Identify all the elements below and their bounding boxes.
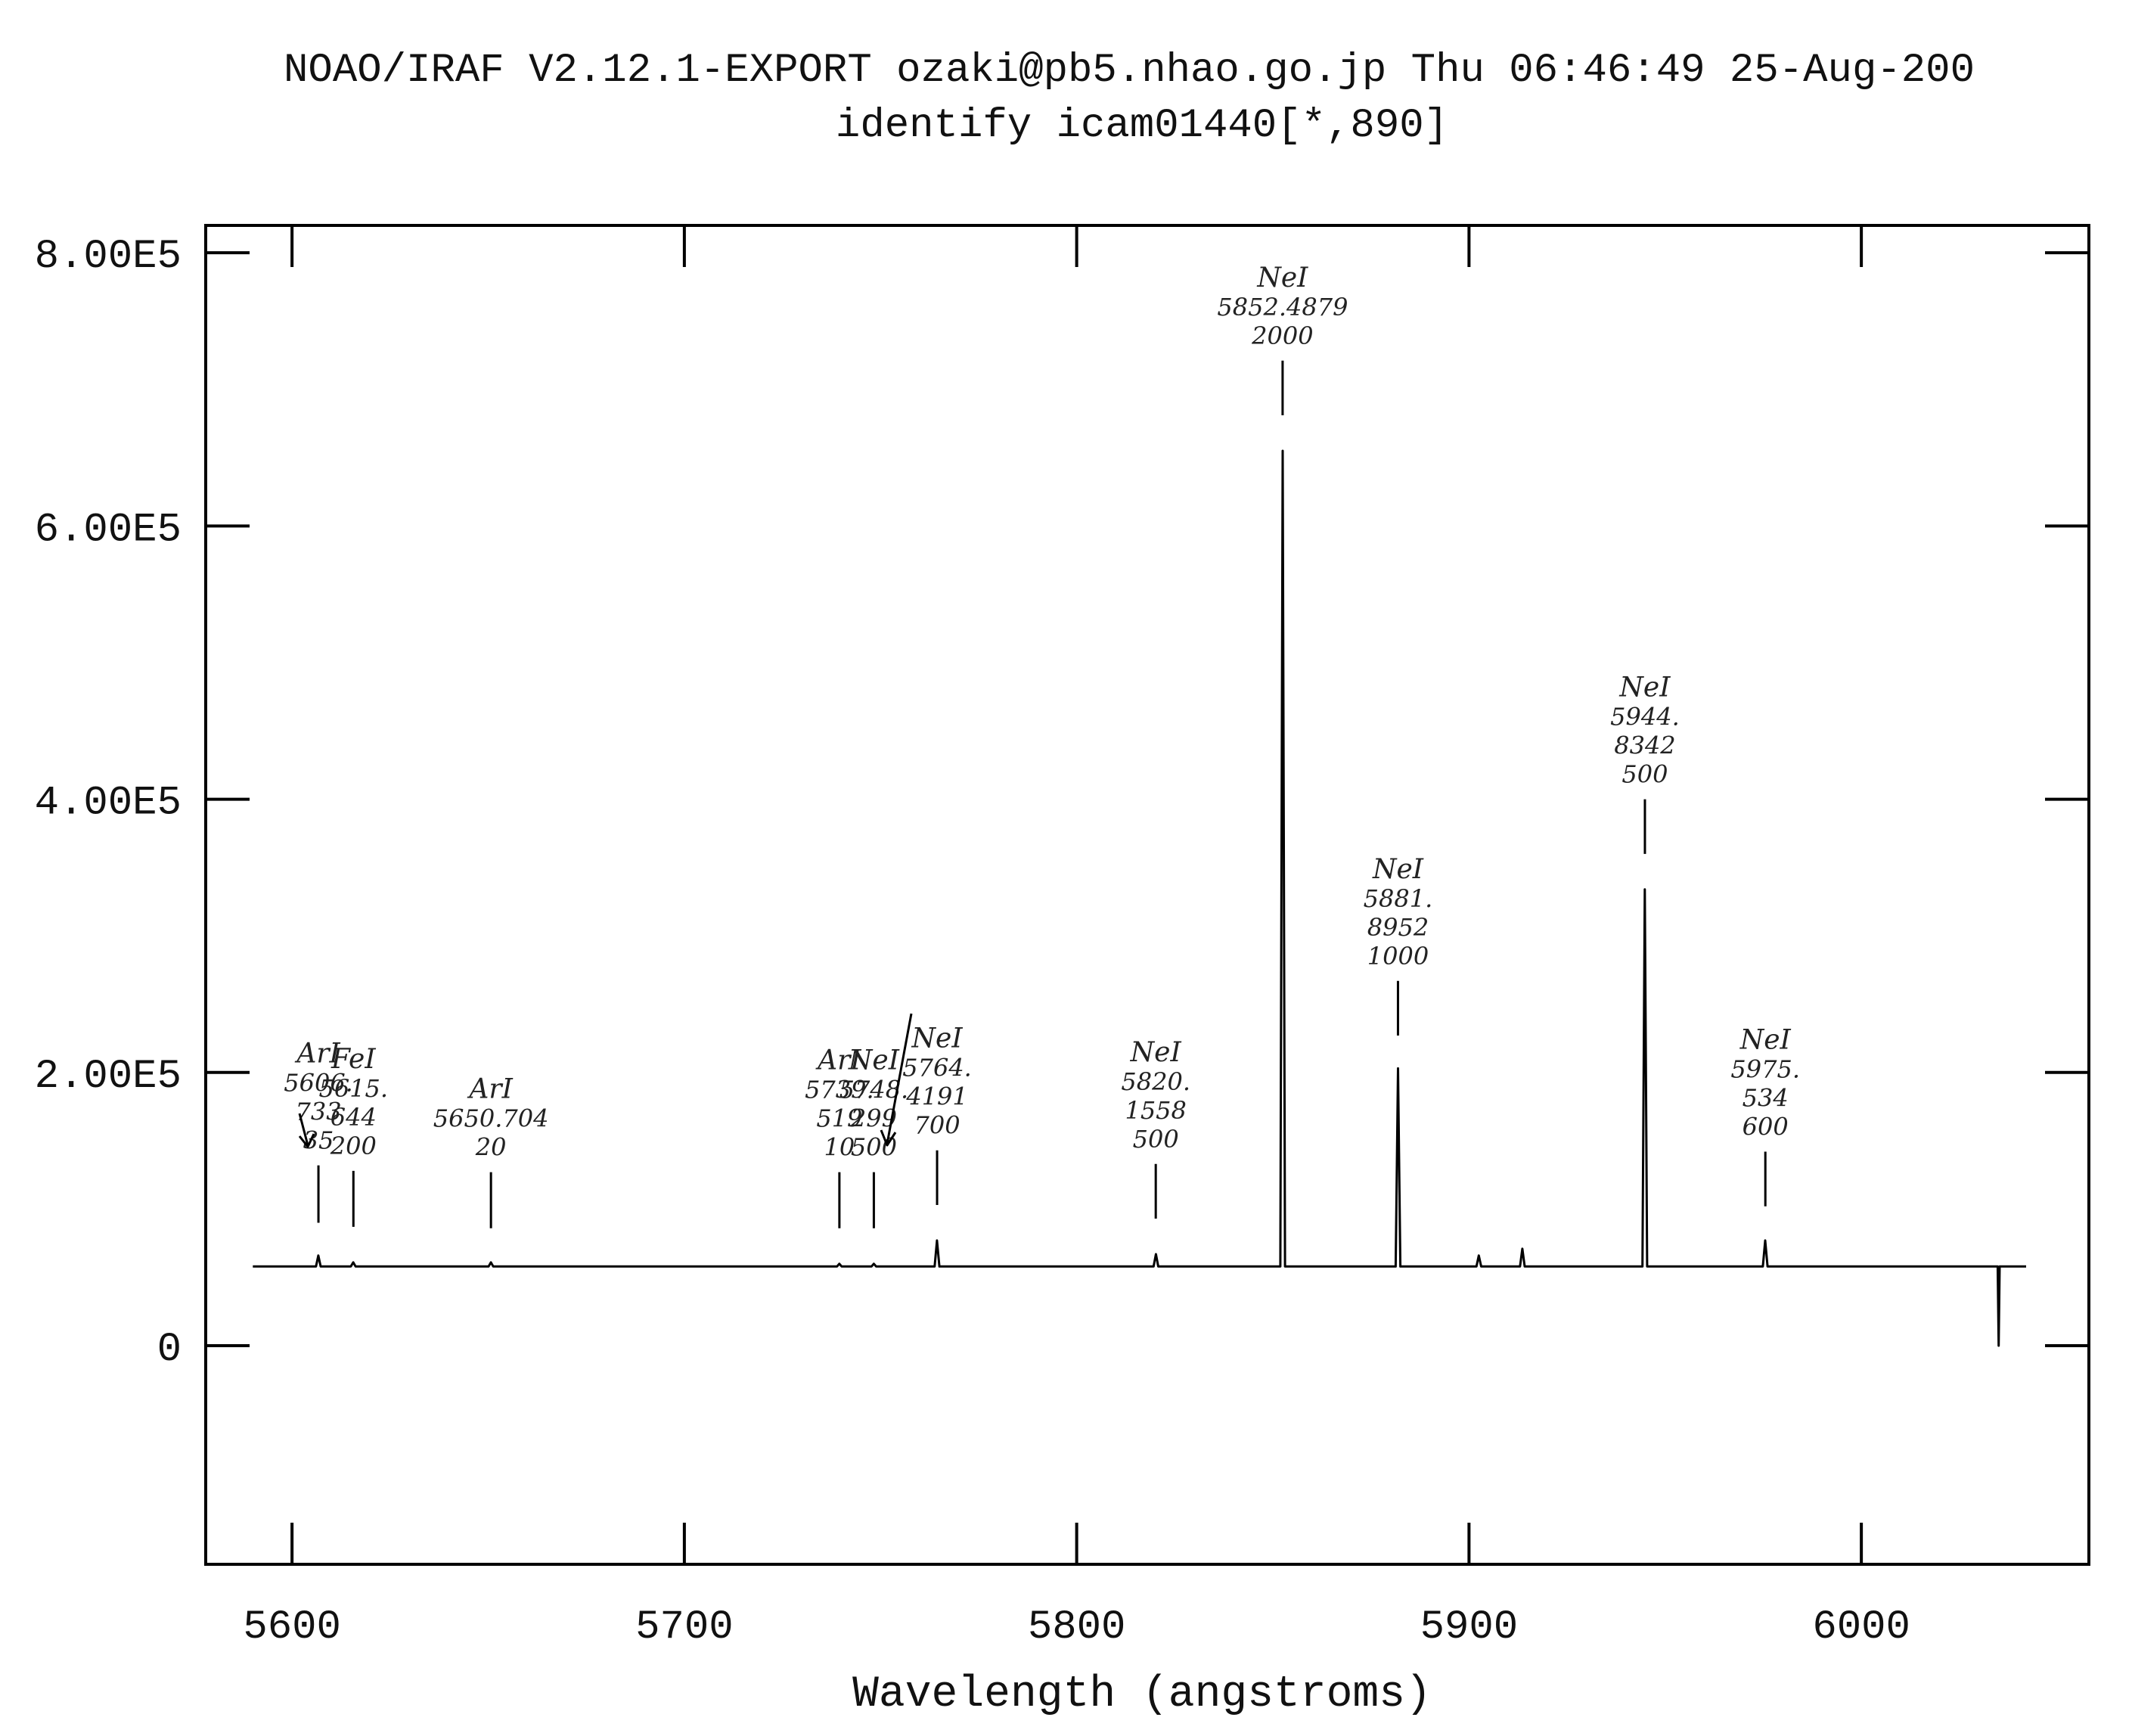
- line-id-note: 534: [1743, 1084, 1789, 1113]
- line-id-note: 1558: [1125, 1096, 1186, 1125]
- line-id-note: 4191: [905, 1082, 967, 1111]
- x-tick-label: 5600: [243, 1604, 341, 1651]
- x-tick-label: 5700: [635, 1604, 734, 1651]
- chart-title: NOAO/IRAF V2.12.1-EXPORT ozaki@pb5.nhao.…: [284, 48, 1975, 94]
- line-id-note: 8342: [1614, 731, 1675, 760]
- arrow-nei-5748: [886, 1013, 913, 1144]
- line-id-markers: [317, 360, 1767, 1228]
- line-id-note: 519: [816, 1104, 862, 1133]
- line-id-note: 5739.: [805, 1076, 874, 1104]
- line-id-note: ArI: [815, 1045, 861, 1076]
- y-tick-label: 4.00E5: [35, 781, 182, 827]
- line-id-note: 1000: [1367, 942, 1429, 970]
- line-id-note: 644: [331, 1103, 377, 1132]
- line-id-note: 5820.: [1121, 1067, 1190, 1096]
- line-id-note: NeI: [1256, 262, 1308, 293]
- plot-frame: [204, 224, 2090, 1566]
- line-id-note: 5975.: [1730, 1055, 1800, 1084]
- line-id-note: NeI: [1739, 1025, 1792, 1056]
- line-id-note: 35: [303, 1126, 334, 1155]
- line-id-note: NeI: [848, 1045, 900, 1076]
- line-id-note: NeI: [1372, 854, 1424, 885]
- line-id-note: ArI: [294, 1039, 340, 1070]
- line-id-note: 5615.: [318, 1074, 388, 1103]
- line-id-note: 5881.: [1364, 884, 1433, 913]
- arrow-ari-5606-head: [298, 1133, 315, 1148]
- chart-subtitle: identify icam01440[*,890]: [836, 103, 1448, 149]
- y-tick-labels: 0 2.00E5 4.00E5 6.00E5 8.00E5: [35, 234, 182, 1373]
- line-id-note: 700: [914, 1111, 960, 1140]
- line-id-note: 500: [1621, 760, 1668, 789]
- line-id-note: FeI: [331, 1044, 376, 1075]
- line-id-note: 500: [1133, 1125, 1179, 1154]
- line-id-note: 8952: [1367, 913, 1429, 942]
- line-id-note: ArI: [467, 1074, 513, 1105]
- arrow-nei-5748-head: [880, 1129, 897, 1147]
- line-id-note: 5606.: [284, 1069, 353, 1098]
- line-id-note: 5650.704: [433, 1104, 549, 1133]
- x-tick-labels: 5600 5700 5800 5900 6000: [243, 1604, 1910, 1651]
- line-id-note: 733: [296, 1098, 342, 1126]
- line-id-note: NeI: [1130, 1037, 1182, 1068]
- y-tick-label: 6.00E5: [35, 507, 182, 553]
- line-id-note: 10: [824, 1133, 855, 1162]
- line-id-note: NeI: [1618, 672, 1671, 703]
- line-id-note: 600: [1743, 1113, 1789, 1141]
- x-tick-label: 5900: [1420, 1604, 1519, 1651]
- axis-ticks: [206, 225, 2089, 1564]
- line-id-note: 5852.4879: [1217, 293, 1348, 321]
- x-tick-label: 5800: [1028, 1604, 1126, 1651]
- line-id-note: 20: [475, 1133, 507, 1162]
- line-id-note: 5764.: [902, 1054, 972, 1082]
- x-axis-label: Wavelength (angstroms): [852, 1670, 1432, 1719]
- line-id-note: NeI: [911, 1023, 964, 1054]
- y-tick-label: 8.00E5: [35, 234, 182, 280]
- y-tick-label: 0: [157, 1327, 182, 1373]
- line-id-note: 5944.: [1610, 703, 1680, 731]
- line-id-note: 500: [851, 1133, 897, 1162]
- line-id-note: 2000: [1251, 321, 1313, 350]
- x-tick-label: 6000: [1812, 1604, 1910, 1651]
- spectrum-line: [253, 449, 2026, 1347]
- line-id-annotations: ArI5606.73335FeI5615.644200ArI5650.70420…: [284, 262, 1800, 1162]
- y-tick-label: 2.00E5: [35, 1054, 182, 1100]
- line-id-note: 200: [330, 1132, 377, 1160]
- arrow-ari-5606: [298, 1113, 309, 1146]
